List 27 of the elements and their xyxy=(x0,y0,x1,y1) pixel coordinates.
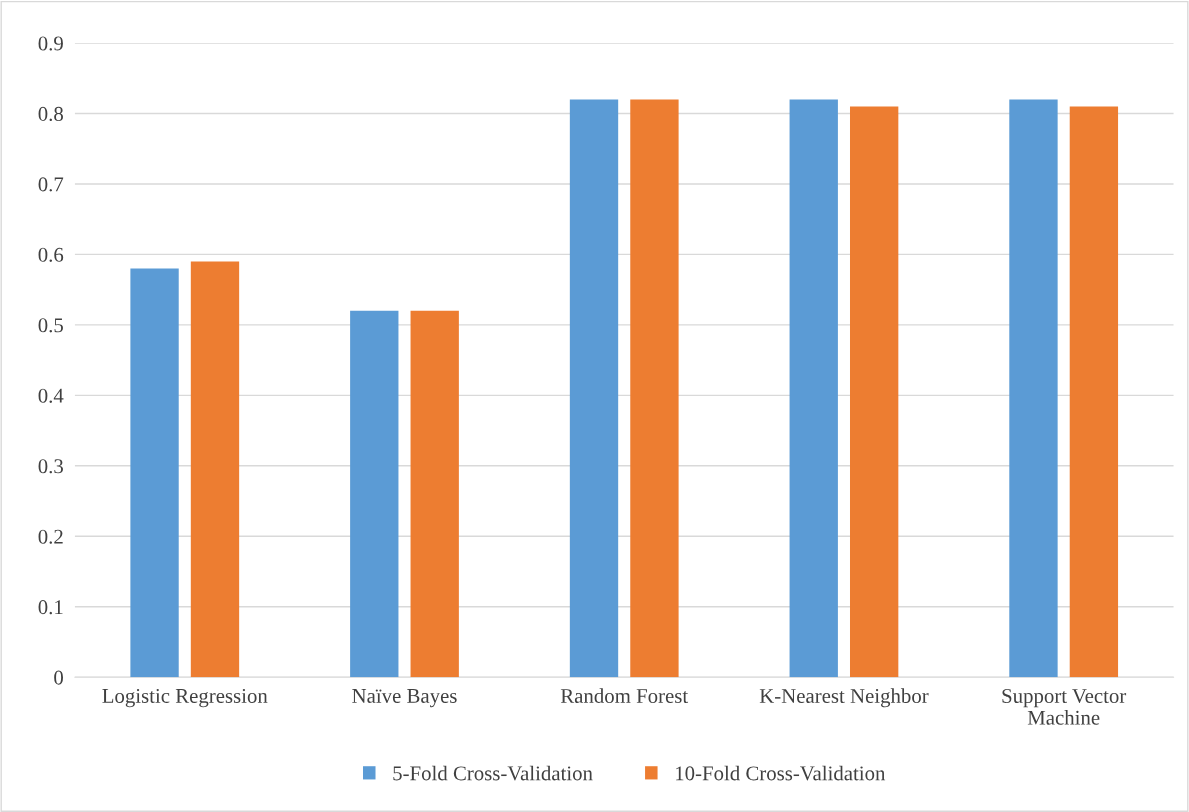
y-tick-label: 0.5 xyxy=(38,318,63,333)
bar xyxy=(569,99,619,678)
bar xyxy=(1009,99,1058,678)
bar xyxy=(130,268,179,678)
bar xyxy=(410,310,459,678)
y-tick-label: 0.2 xyxy=(38,529,63,544)
y-tick-label: 0 xyxy=(54,670,63,685)
x-tick-label: K-Nearest Neighbor xyxy=(759,688,929,708)
legend-label: 5-Fold Cross-Validation xyxy=(393,765,593,781)
y-tick-label: 0.1 xyxy=(38,600,63,615)
bar xyxy=(190,261,240,678)
bar xyxy=(630,99,679,678)
bar xyxy=(1069,106,1119,678)
y-tick-label: 0.8 xyxy=(38,106,63,122)
y-tick-label: 0.6 xyxy=(38,247,64,262)
legend-label: 10-Fold Cross-Validation xyxy=(676,765,886,781)
y-tick-label: 0.7 xyxy=(38,177,64,192)
y-tick-label: 0.4 xyxy=(38,388,64,403)
y-tick-label: 0.9 xyxy=(38,36,63,51)
bar xyxy=(789,99,838,678)
x-tick-label: Logistic Regression xyxy=(102,688,268,708)
x-tick-label: Naïve Bayes xyxy=(352,689,457,708)
x-tick-label: Random Forest xyxy=(560,688,689,703)
bar xyxy=(350,310,399,678)
x-tick-label: Support Vector Machine xyxy=(1002,688,1127,725)
bar xyxy=(849,106,899,678)
y-tick-label: 0.3 xyxy=(38,459,63,474)
